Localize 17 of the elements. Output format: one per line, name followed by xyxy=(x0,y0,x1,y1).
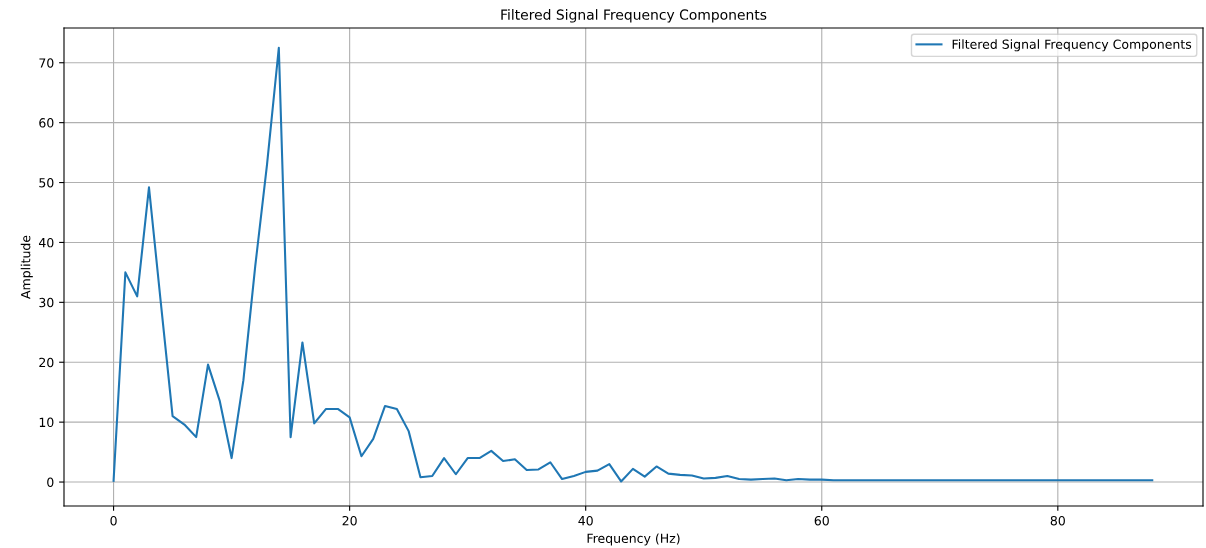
x-tick-label: 40 xyxy=(578,515,593,526)
legend-label: Filtered Signal Frequency Components xyxy=(952,39,1192,52)
x-axis-title: Frequency (Hz) xyxy=(587,533,680,546)
x-tick-label: 20 xyxy=(342,515,357,526)
chart-title: Filtered Signal Frequency Components xyxy=(501,9,767,23)
y-tick-label: 30 xyxy=(39,297,54,308)
y-tick-label: 50 xyxy=(39,178,54,188)
y-tick-label: 70 xyxy=(39,58,54,68)
y-axis-title: Amplitude xyxy=(20,235,33,299)
y-tick-label: 0 xyxy=(47,477,54,487)
y-tick-label: 40 xyxy=(38,237,54,248)
y-tick-label: 60 xyxy=(39,118,54,128)
x-tick-label: 0 xyxy=(110,515,117,526)
x-tick-label: 60 xyxy=(814,515,829,526)
x-tick-label: 80 xyxy=(1050,515,1065,526)
y-tick-label: 20 xyxy=(39,357,54,368)
y-tick-label: 10 xyxy=(39,417,54,428)
